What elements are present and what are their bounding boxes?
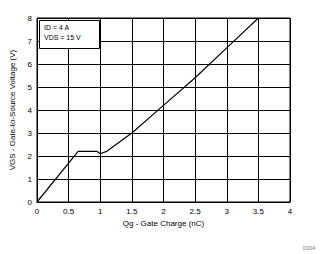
svg-text:0: 0 (35, 207, 40, 216)
svg-text:Qg - Gate Charge (nC): Qg - Gate Charge (nC) (123, 219, 205, 228)
svg-text:3: 3 (225, 207, 230, 216)
svg-text:2: 2 (161, 207, 166, 216)
svg-text:2.5: 2.5 (190, 207, 202, 216)
svg-text:VGS - Gate-to-Source Voltage (: VGS - Gate-to-Source Voltage (V) (8, 49, 17, 170)
svg-text:VDS = 15 V: VDS = 15 V (44, 34, 81, 41)
svg-text:5: 5 (28, 83, 33, 92)
svg-text:7: 7 (28, 37, 33, 46)
svg-text:4: 4 (288, 207, 293, 216)
svg-text:3.5: 3.5 (253, 207, 265, 216)
svg-text:0.5: 0.5 (63, 207, 75, 216)
svg-text:4: 4 (28, 106, 33, 115)
svg-text:6: 6 (28, 60, 33, 69)
svg-text:0: 0 (28, 198, 33, 207)
svg-text:D004: D004 (303, 245, 315, 251)
svg-text:3: 3 (28, 129, 33, 138)
svg-text:1: 1 (98, 207, 103, 216)
svg-text:1: 1 (28, 175, 33, 184)
svg-text:ID = 4 A: ID = 4 A (44, 24, 69, 31)
svg-text:1.5: 1.5 (126, 207, 138, 216)
svg-text:8: 8 (28, 14, 33, 23)
svg-text:2: 2 (28, 152, 33, 161)
